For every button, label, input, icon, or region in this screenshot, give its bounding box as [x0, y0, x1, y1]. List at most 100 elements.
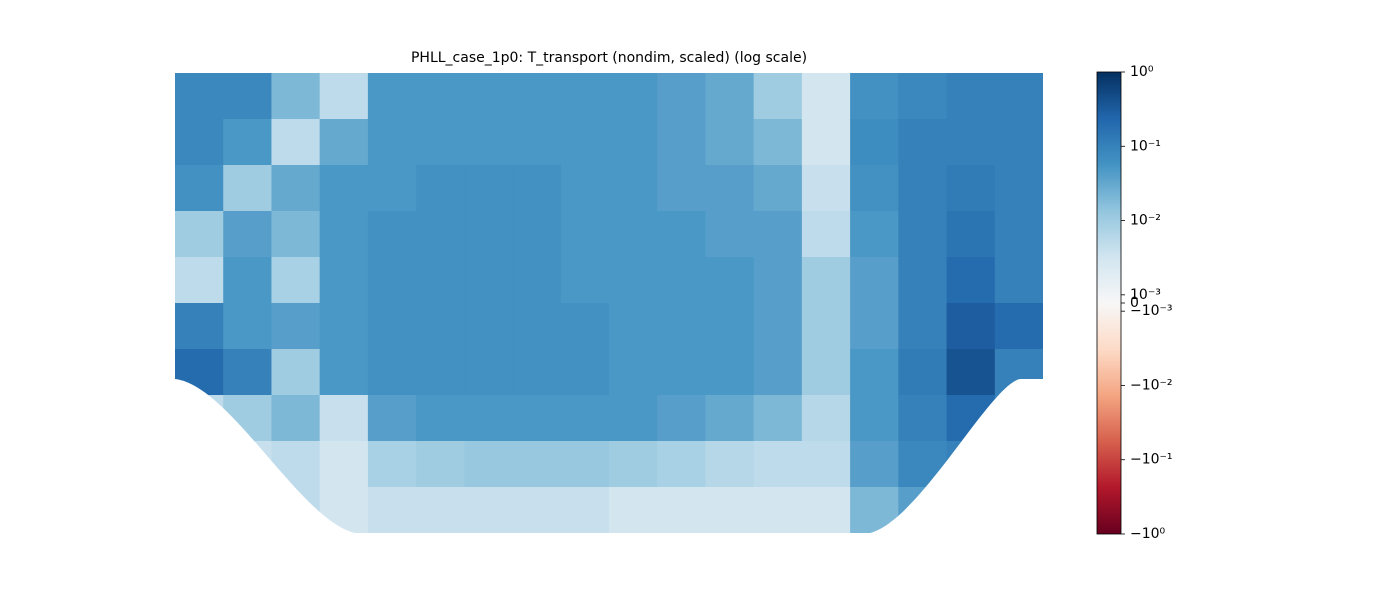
cell — [657, 73, 707, 120]
colorbar-tick-label: −10⁻³ — [1130, 303, 1173, 319]
cell — [898, 211, 948, 258]
cell — [609, 441, 658, 488]
cell — [657, 257, 707, 304]
cell — [609, 395, 658, 442]
cell — [416, 119, 465, 166]
cell — [416, 395, 465, 442]
cell — [850, 211, 899, 258]
cell — [464, 211, 514, 258]
colorbar — [1096, 71, 1122, 535]
cell — [367, 211, 417, 258]
cell — [367, 257, 417, 304]
cell — [705, 73, 755, 120]
cell — [223, 211, 273, 258]
cell — [367, 303, 417, 350]
colorbar-tick-label: 10⁻³ — [1130, 287, 1161, 303]
cell — [367, 487, 417, 533]
colorbar-tick-label: 10⁻² — [1130, 213, 1161, 229]
cell — [367, 349, 417, 396]
cell — [175, 303, 224, 350]
cell — [850, 395, 899, 442]
cell — [319, 441, 369, 488]
cell — [560, 441, 610, 488]
cell — [994, 487, 1043, 533]
cell — [175, 165, 224, 212]
cell — [850, 441, 899, 488]
cell — [753, 349, 803, 396]
cell — [753, 73, 803, 120]
cell — [416, 441, 465, 488]
cell — [464, 441, 514, 488]
cell — [657, 487, 707, 533]
cell — [319, 73, 369, 120]
cell — [705, 303, 755, 350]
cell — [753, 487, 803, 533]
cell — [801, 119, 851, 166]
colorbar-tick-label: −10⁻² — [1130, 377, 1173, 393]
cell — [705, 487, 755, 533]
cell — [609, 73, 658, 120]
cell — [801, 73, 851, 120]
cell — [175, 441, 224, 488]
cell — [657, 395, 707, 442]
cell — [175, 395, 224, 442]
cell — [946, 349, 996, 396]
cell — [271, 349, 321, 396]
cell — [464, 395, 514, 442]
cell — [416, 165, 465, 212]
cell — [946, 441, 996, 488]
cell — [801, 349, 851, 396]
cell — [946, 119, 996, 166]
cell — [705, 395, 755, 442]
cell — [416, 349, 465, 396]
cell — [898, 349, 948, 396]
colorbar-tick-label: 0 — [1130, 295, 1139, 311]
cell — [464, 349, 514, 396]
cell — [801, 303, 851, 350]
cell — [994, 303, 1043, 350]
cell — [898, 73, 948, 120]
cell — [898, 487, 948, 533]
cell — [898, 441, 948, 488]
cell — [657, 349, 707, 396]
cell — [753, 211, 803, 258]
cell — [271, 119, 321, 166]
cell — [946, 257, 996, 304]
cell — [946, 303, 996, 350]
cell — [512, 119, 562, 166]
cell — [609, 119, 658, 166]
cell — [367, 165, 417, 212]
cell — [319, 303, 369, 350]
cell — [705, 119, 755, 166]
cell — [657, 441, 707, 488]
cell — [898, 119, 948, 166]
cell — [223, 257, 273, 304]
cell — [898, 165, 948, 212]
cell — [705, 257, 755, 304]
cell — [994, 395, 1043, 442]
cell — [416, 73, 465, 120]
cell — [464, 487, 514, 533]
cell — [271, 211, 321, 258]
cell — [850, 257, 899, 304]
cell — [609, 165, 658, 212]
cell — [319, 395, 369, 442]
cell — [560, 165, 610, 212]
cell — [223, 165, 273, 212]
cell — [801, 441, 851, 488]
cell — [657, 119, 707, 166]
cell — [946, 395, 996, 442]
cell — [609, 303, 658, 350]
cell — [560, 349, 610, 396]
cell — [898, 257, 948, 304]
chart-title: PHLL_case_1p0: T_transport (nondim, scal… — [411, 50, 807, 66]
cell — [705, 165, 755, 212]
cell — [464, 119, 514, 166]
colorbar-tick-label: −10⁻¹ — [1130, 452, 1173, 468]
cell — [560, 257, 610, 304]
cell — [560, 119, 610, 166]
cell — [850, 487, 899, 533]
cell — [416, 257, 465, 304]
cell — [609, 211, 658, 258]
